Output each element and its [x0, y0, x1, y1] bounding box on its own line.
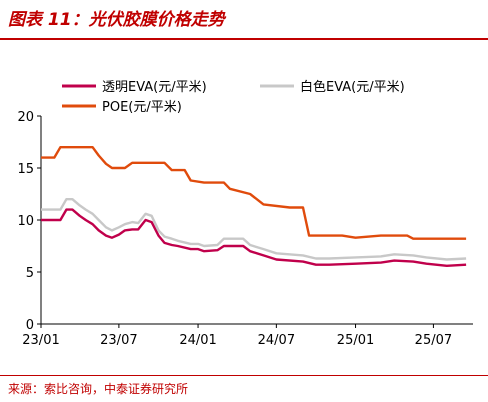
legend-label-transparent-eva: 透明EVA(元/平米)	[102, 80, 207, 95]
y-tick-label: 0	[26, 318, 34, 333]
legend-label-white-eva: 白色EVA(元/平米)	[300, 79, 405, 95]
chart-legend: 透明EVA(元/平米) 白色EVA(元/平米) POE(元/平米)	[62, 79, 405, 115]
series-line-poe	[41, 146, 467, 240]
chart-title: 图表 11：光伏胶膜价格走势	[8, 10, 225, 30]
series-line-transparent-eva	[41, 208, 467, 267]
y-tick-label: 15	[17, 162, 34, 177]
chart-axes: 0 5 10 15 20 23/01 23/07 24/01 24/07 25/01 25/07	[17, 110, 473, 348]
y-tick-label: 5	[26, 266, 34, 281]
y-tick-label: 20	[17, 110, 34, 125]
y-tick-label: 10	[17, 214, 34, 229]
series-line-white-eva	[41, 198, 467, 261]
chart-series-lines	[41, 146, 467, 267]
x-tick-label: 25/01	[337, 333, 374, 348]
x-tick-label: 24/07	[258, 333, 295, 348]
source-note: 来源：索比咨询，中泰证券研究所	[8, 382, 189, 396]
source-divider	[0, 375, 488, 376]
title-divider	[0, 38, 488, 40]
x-tick-label: 24/01	[179, 333, 216, 348]
x-tick-label: 25/07	[415, 333, 452, 348]
x-tick-label: 23/07	[100, 333, 137, 348]
legend-label-poe: POE(元/平米)	[102, 100, 182, 115]
x-tick-label: 23/01	[22, 333, 59, 348]
